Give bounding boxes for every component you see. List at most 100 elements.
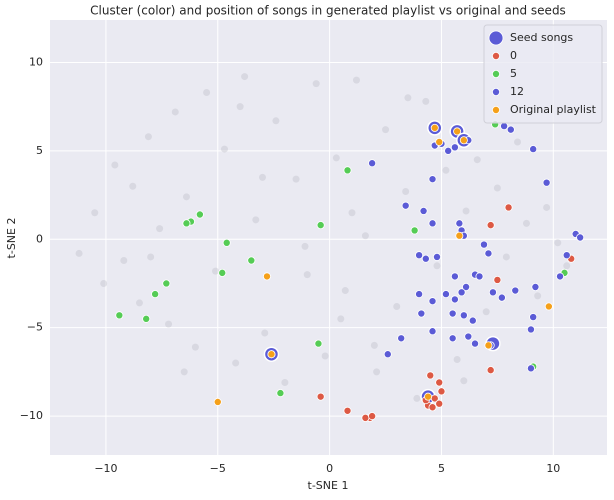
legend-marker bbox=[491, 88, 500, 97]
background-point bbox=[453, 356, 461, 364]
background-point bbox=[129, 182, 137, 190]
point bbox=[316, 221, 325, 230]
background-point bbox=[460, 377, 468, 385]
background-point bbox=[563, 262, 571, 270]
background-point bbox=[502, 253, 510, 261]
background-point bbox=[402, 188, 410, 196]
background-point bbox=[111, 161, 119, 169]
legend-label: 5 bbox=[510, 67, 517, 80]
legend-label: 0 bbox=[510, 49, 517, 62]
background-point bbox=[321, 352, 329, 360]
legend-box bbox=[483, 24, 603, 124]
point bbox=[441, 290, 450, 299]
background-point bbox=[442, 166, 450, 174]
point bbox=[500, 122, 509, 131]
background-point bbox=[165, 320, 173, 328]
background-point bbox=[534, 292, 542, 300]
point bbox=[556, 272, 565, 281]
background-point bbox=[272, 117, 280, 125]
point bbox=[276, 389, 285, 398]
point bbox=[486, 221, 495, 230]
background-point bbox=[171, 108, 179, 116]
background-point bbox=[337, 315, 345, 323]
background-point bbox=[312, 80, 320, 88]
point bbox=[529, 145, 538, 154]
background-point bbox=[422, 97, 430, 105]
point bbox=[484, 341, 493, 350]
background-point bbox=[352, 76, 360, 84]
points bbox=[75, 73, 585, 422]
point bbox=[484, 249, 493, 258]
x-tick-label: 0 bbox=[326, 462, 333, 475]
point bbox=[368, 159, 377, 168]
point bbox=[486, 366, 495, 375]
point bbox=[479, 240, 488, 249]
point bbox=[450, 272, 459, 281]
point bbox=[488, 288, 497, 297]
background-point bbox=[404, 94, 412, 102]
background-point bbox=[144, 133, 152, 141]
point bbox=[368, 412, 377, 421]
point bbox=[218, 268, 227, 277]
point bbox=[457, 288, 466, 297]
background-point bbox=[259, 173, 267, 181]
legend-marker bbox=[491, 70, 500, 79]
point bbox=[529, 313, 538, 322]
point bbox=[182, 219, 191, 228]
y-axis-label: t-SNE 2 bbox=[5, 218, 18, 259]
chart-title: Cluster (color) and position of songs in… bbox=[90, 4, 566, 18]
point bbox=[421, 254, 430, 263]
background-point bbox=[212, 267, 220, 275]
background-point bbox=[191, 343, 199, 351]
background-point bbox=[156, 225, 164, 233]
background-point bbox=[120, 256, 128, 264]
point bbox=[471, 339, 480, 348]
legend: Seed songs 0 5 12 Original playlist bbox=[483, 24, 603, 124]
point bbox=[448, 309, 457, 318]
background-point bbox=[332, 154, 340, 162]
point bbox=[428, 297, 437, 306]
point bbox=[428, 219, 437, 228]
point bbox=[459, 311, 468, 320]
background-point bbox=[292, 175, 300, 183]
point bbox=[576, 233, 585, 242]
point bbox=[361, 413, 370, 422]
point bbox=[314, 339, 323, 348]
y-tick-label: 10 bbox=[29, 55, 43, 68]
legend-label: 12 bbox=[510, 85, 524, 98]
legend-label: Seed songs bbox=[510, 31, 573, 44]
background-point bbox=[180, 368, 188, 376]
background-point bbox=[373, 368, 381, 376]
point bbox=[455, 219, 464, 228]
point bbox=[444, 146, 453, 155]
point bbox=[401, 201, 410, 210]
point bbox=[383, 350, 392, 359]
point bbox=[453, 127, 462, 136]
point bbox=[267, 350, 276, 359]
point bbox=[262, 272, 271, 281]
background-point bbox=[91, 209, 99, 217]
y-tick-label: 5 bbox=[36, 144, 43, 157]
point bbox=[417, 309, 426, 318]
y-tick-label: −10 bbox=[20, 409, 43, 422]
point bbox=[428, 175, 437, 184]
background-point bbox=[554, 239, 562, 247]
background-point bbox=[348, 209, 356, 217]
point bbox=[497, 293, 506, 302]
background-point bbox=[370, 341, 378, 349]
background-point bbox=[462, 207, 470, 215]
point bbox=[450, 143, 459, 152]
background-point bbox=[236, 103, 244, 111]
background-point bbox=[303, 271, 311, 279]
x-tick-label: −5 bbox=[210, 462, 226, 475]
background-point bbox=[281, 379, 289, 386]
x-tick-label: −10 bbox=[94, 462, 117, 475]
point bbox=[415, 290, 424, 299]
background-point bbox=[135, 299, 143, 307]
y-tick-label: −5 bbox=[27, 321, 43, 334]
point bbox=[464, 332, 473, 341]
y-tick-label: 0 bbox=[36, 232, 43, 245]
background-point bbox=[382, 126, 390, 134]
point bbox=[435, 138, 444, 147]
